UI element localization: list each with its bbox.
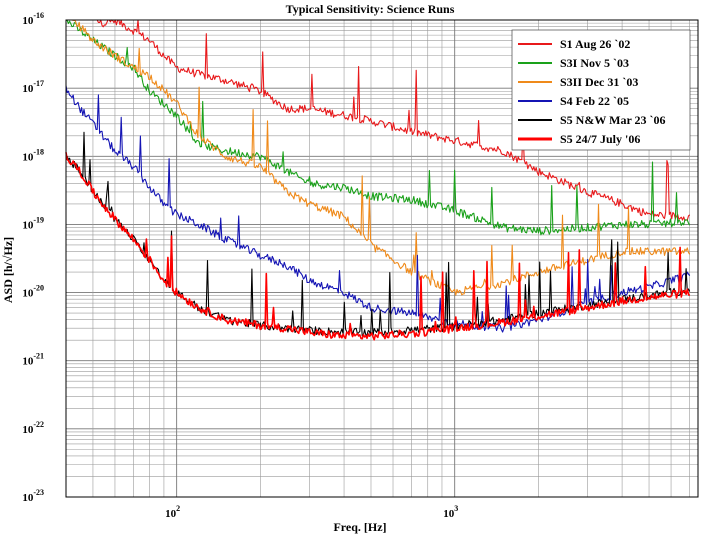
legend-label: S5 24/7 July '06 (560, 132, 640, 146)
x-axis-ticks: 102 103 (165, 504, 458, 520)
legend-label: S4 Feb 22 `05 (560, 94, 629, 108)
series-line-1 (65, 19, 691, 236)
y-tick-label: 10-16 (22, 11, 44, 27)
y-axis-label: ASD [h/√Hz] (1, 237, 15, 303)
series-line-0 (66, 19, 691, 222)
y-tick-label: 10-18 (22, 147, 44, 163)
legend-label: S1 Aug 26 `02 (560, 37, 630, 51)
y-tick-label: 10-17 (22, 79, 44, 95)
legend-box (511, 29, 691, 151)
x-axis-label: Freq. [Hz] (333, 520, 386, 534)
x-tick-label: 102 (165, 504, 180, 520)
legend: S1 Aug 26 `02 S3I Nov 5 `03 S3II Dec 31 `0… (511, 29, 691, 151)
series-line-3 (65, 85, 691, 333)
legend-label: S5 N&W Mar 23 `06 (560, 113, 666, 127)
y-tick-label: 10-23 (22, 488, 44, 504)
legend-label: S3I Nov 5 `03 (560, 56, 629, 70)
chart-title: Typical Sensitivity: Science Runs (286, 2, 455, 16)
x-tick-label: 103 (443, 504, 458, 520)
series-line-5 (65, 152, 691, 341)
y-axis-ticks: 10-16 10-17 10-18 10-19 10-20 10-21 10-22 10-23 (22, 11, 44, 504)
legend-label: S3II Dec 31 `03 (560, 75, 638, 89)
series-line-2 (66, 19, 691, 296)
y-tick-label: 10-20 (22, 284, 44, 300)
y-tick-label: 10-21 (22, 352, 44, 368)
series-group (65, 6, 691, 341)
y-tick-label: 10-19 (22, 215, 44, 231)
plot-frame (65, 19, 699, 498)
y-tick-label: 10-22 (22, 420, 44, 436)
